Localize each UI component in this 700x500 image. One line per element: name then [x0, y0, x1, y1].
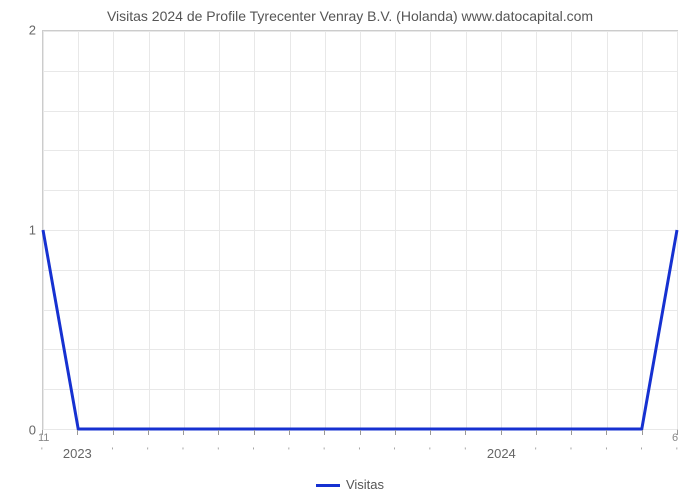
y-tick-label: 1: [29, 223, 36, 238]
x-minor-mark: ': [288, 446, 290, 456]
corner-label-bottom-left: 11: [38, 432, 49, 444]
series-line-visitas: [43, 230, 677, 429]
x-minor-mark: ': [253, 446, 255, 456]
x-minor-mark: ': [217, 446, 219, 456]
x-minor-mark: ': [359, 446, 361, 456]
x-minor-mark: ': [147, 446, 149, 456]
x-minor-mark: ': [464, 446, 466, 456]
x-minor-mark: ': [394, 446, 396, 456]
x-tick-mark: [324, 430, 325, 435]
x-tick-mark: [465, 430, 466, 435]
x-minor-mark: ': [323, 446, 325, 456]
x-minor-mark: ': [676, 446, 678, 456]
x-tick-mark: [148, 430, 149, 435]
x-tick-mark: [289, 430, 290, 435]
x-tick-mark: [77, 430, 78, 435]
x-tick-mark: [571, 430, 572, 435]
x-minor-mark: ': [605, 446, 607, 456]
legend-swatch: [316, 484, 340, 487]
x-tick-mark: [360, 430, 361, 435]
x-tick-mark: [501, 430, 502, 435]
x-minor-mark: ': [41, 446, 43, 456]
plot-area: [42, 30, 678, 430]
x-tick-mark: [254, 430, 255, 435]
x-minor-mark: ': [570, 446, 572, 456]
chart-legend: Visitas: [0, 477, 700, 492]
x-tick-mark: [430, 430, 431, 435]
x-tick-mark: [536, 430, 537, 435]
legend-label: Visitas: [346, 477, 384, 492]
x-tick-mark: [395, 430, 396, 435]
y-tick-label: 0: [29, 423, 36, 438]
chart-title: Visitas 2024 de Profile Tyrecenter Venra…: [0, 8, 700, 24]
x-tick-label: 2024: [487, 446, 516, 461]
corner-label-bottom-right: 6: [672, 432, 678, 444]
x-tick-mark: [183, 430, 184, 435]
x-tick-mark: [606, 430, 607, 435]
x-minor-mark: ': [535, 446, 537, 456]
x-minor-mark: ': [182, 446, 184, 456]
x-minor-mark: ': [112, 446, 114, 456]
line-series: [43, 31, 677, 429]
x-minor-mark: ': [641, 446, 643, 456]
x-minor-mark: ': [429, 446, 431, 456]
x-tick-mark: [113, 430, 114, 435]
x-tick-mark: [218, 430, 219, 435]
y-tick-label: 2: [29, 23, 36, 38]
x-tick-mark: [642, 430, 643, 435]
gridline-v: [677, 31, 678, 429]
visits-line-chart: Visitas 2024 de Profile Tyrecenter Venra…: [0, 0, 700, 500]
x-tick-label: 2023: [63, 446, 92, 461]
